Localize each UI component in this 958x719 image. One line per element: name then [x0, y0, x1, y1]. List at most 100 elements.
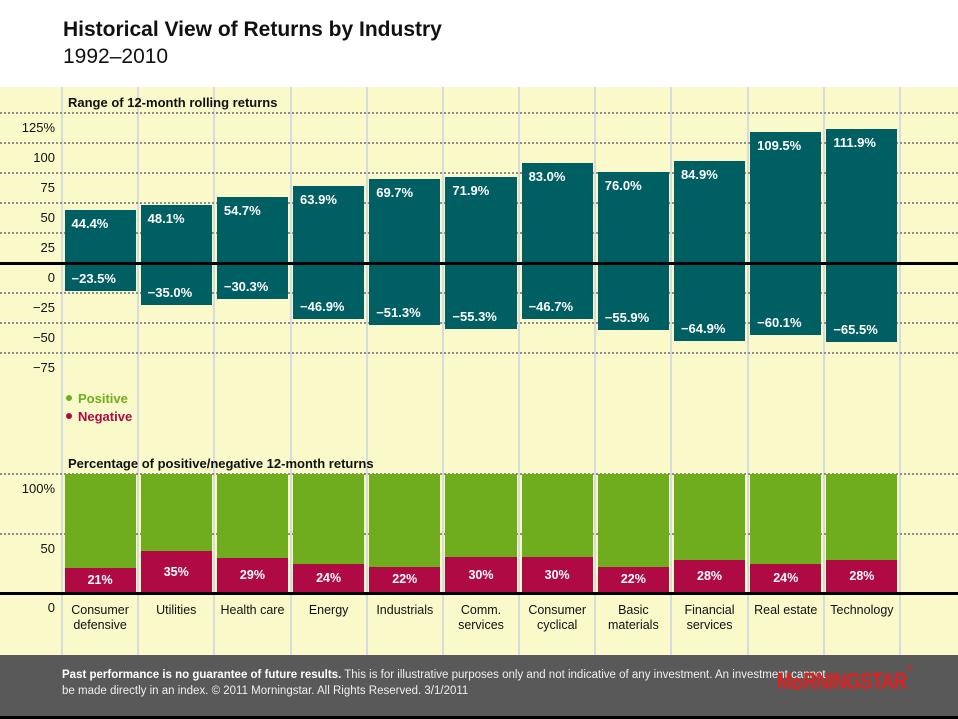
y-tick-label: 75: [40, 180, 55, 195]
range-low-label: −51.3%: [376, 304, 421, 320]
range-high-label: 63.9%: [300, 192, 337, 208]
range-bar: [826, 128, 898, 342]
logo-m: M: [776, 668, 793, 694]
negative-bar: [826, 559, 898, 593]
column-separator: [289, 87, 292, 655]
x-axis-label: Financial services: [684, 603, 735, 632]
y-tick-label: 25: [40, 240, 55, 255]
page-title: Historical View of Returns by Industry: [63, 18, 442, 41]
legend-positive: Positive: [66, 390, 132, 408]
x-axis-label: Comm. services: [458, 603, 504, 632]
legend-negative-label: Negative: [78, 409, 133, 424]
negative-bar: [216, 558, 289, 593]
y-tick-label: 0: [47, 270, 55, 285]
negative-bar: [750, 564, 822, 593]
header: Historical View of Returns by Industry 1…: [63, 18, 442, 69]
range-chart-title: Range of 12-month rolling returns: [68, 95, 278, 110]
negative-bar: [369, 566, 441, 593]
positive-bar: [445, 474, 517, 558]
y-tick-label: 0: [47, 600, 55, 615]
range-high-label: 109.5%: [757, 137, 802, 153]
range-bar: [521, 163, 593, 320]
x-axis-label: Basic materials: [608, 603, 659, 632]
range-low-label: −60.1%: [757, 315, 802, 331]
y-tick-label: −50: [32, 330, 55, 345]
range-high-label: 76.0%: [604, 177, 642, 193]
legend-positive-label: Positive: [78, 391, 128, 406]
positive-bar: [369, 474, 441, 567]
footer: Past performance is no guarantee of futu…: [0, 655, 958, 716]
range-high-label: 69.7%: [376, 185, 414, 201]
x-axis-label: Technology: [830, 603, 894, 617]
negative-pct-label: 30%: [544, 567, 570, 582]
negative-pct-label: 24%: [773, 571, 799, 586]
y-tick-label: 125%: [21, 120, 55, 135]
x-axis-label: Consumer cyclical: [528, 603, 586, 632]
gridline: [0, 142, 958, 144]
range-high-label: 54.7%: [223, 203, 261, 219]
column-separator: [746, 87, 749, 655]
column-separator: [822, 87, 825, 655]
x-axis-label: Energy: [308, 603, 349, 617]
range-low-label: −55.9%: [604, 310, 650, 326]
positive-bar: [293, 474, 365, 565]
disclaimer-line2: be made directly in an index. © 2011 Mor…: [62, 685, 469, 697]
disclaimer-text: Past performance is no guarantee of futu…: [62, 667, 832, 699]
range-low-label: −46.9%: [300, 299, 345, 315]
range-low-label: −65.5%: [833, 321, 878, 337]
bottom-border: [0, 716, 958, 719]
range-low-label: −46.7%: [528, 299, 574, 315]
range-high-label: 83.0%: [528, 169, 566, 185]
disclaimer-bold: Past performance is no guarantee of futu…: [62, 669, 342, 681]
negative-pct-label: 24%: [316, 571, 342, 586]
negative-bar: [673, 559, 746, 593]
logo-rest: RNINGSTAR: [803, 668, 907, 694]
y-tick-label: 100%: [21, 481, 55, 496]
negative-pct-label: 30%: [468, 567, 494, 582]
column-separator: [898, 87, 901, 655]
x-axis-label: Consumer defensive: [71, 603, 129, 632]
column-separator: [518, 87, 521, 655]
page-subtitle: 1992–2010: [63, 45, 169, 68]
column-separator: [213, 87, 216, 655]
logo-o-ring-icon: [792, 678, 803, 690]
column-separator: [670, 87, 673, 655]
negative-pct-label: 28%: [849, 568, 875, 583]
gridline: [0, 352, 958, 354]
positive-bar: [216, 474, 289, 559]
negative-bar: [445, 557, 517, 593]
range-bar: [445, 176, 517, 330]
column-separator: [441, 87, 444, 655]
column-separator: [137, 87, 140, 655]
range-bar: [140, 205, 212, 305]
positive-bar: [826, 474, 898, 560]
positive-bar: [140, 474, 212, 552]
x-axis-label: Industrials: [376, 603, 434, 617]
range-bar: [750, 131, 822, 336]
range-high-label: 48.1%: [147, 211, 185, 227]
positive-bar: [64, 474, 136, 568]
range-high-label: 71.9%: [452, 182, 490, 198]
range-high-label: 44.4%: [71, 215, 109, 231]
range-high-label: 84.9%: [680, 167, 718, 183]
negative-pct-label: 21%: [87, 573, 113, 587]
gridline: [0, 172, 958, 174]
range-low-label: −35.0%: [147, 285, 193, 300]
zero-line: [0, 262, 958, 265]
y-tick-label: 50: [40, 210, 55, 225]
negative-pct-label: 29%: [239, 568, 265, 583]
negative-dot-icon: [66, 413, 72, 419]
positive-bar: [750, 474, 822, 565]
y-tick-label: −25: [32, 300, 55, 315]
negative-bar: [293, 564, 365, 593]
logo-registered-mark: ®: [906, 663, 912, 674]
negative-bar: [521, 557, 593, 593]
morningstar-logo: M RNINGSTAR®: [776, 663, 912, 695]
range-bar: [369, 179, 441, 325]
range-bar: [64, 209, 136, 292]
range-low-label: −30.3%: [223, 279, 269, 295]
positive-bar: [521, 474, 593, 558]
column-separator: [61, 87, 63, 655]
range-low-label: −55.3%: [452, 309, 497, 325]
